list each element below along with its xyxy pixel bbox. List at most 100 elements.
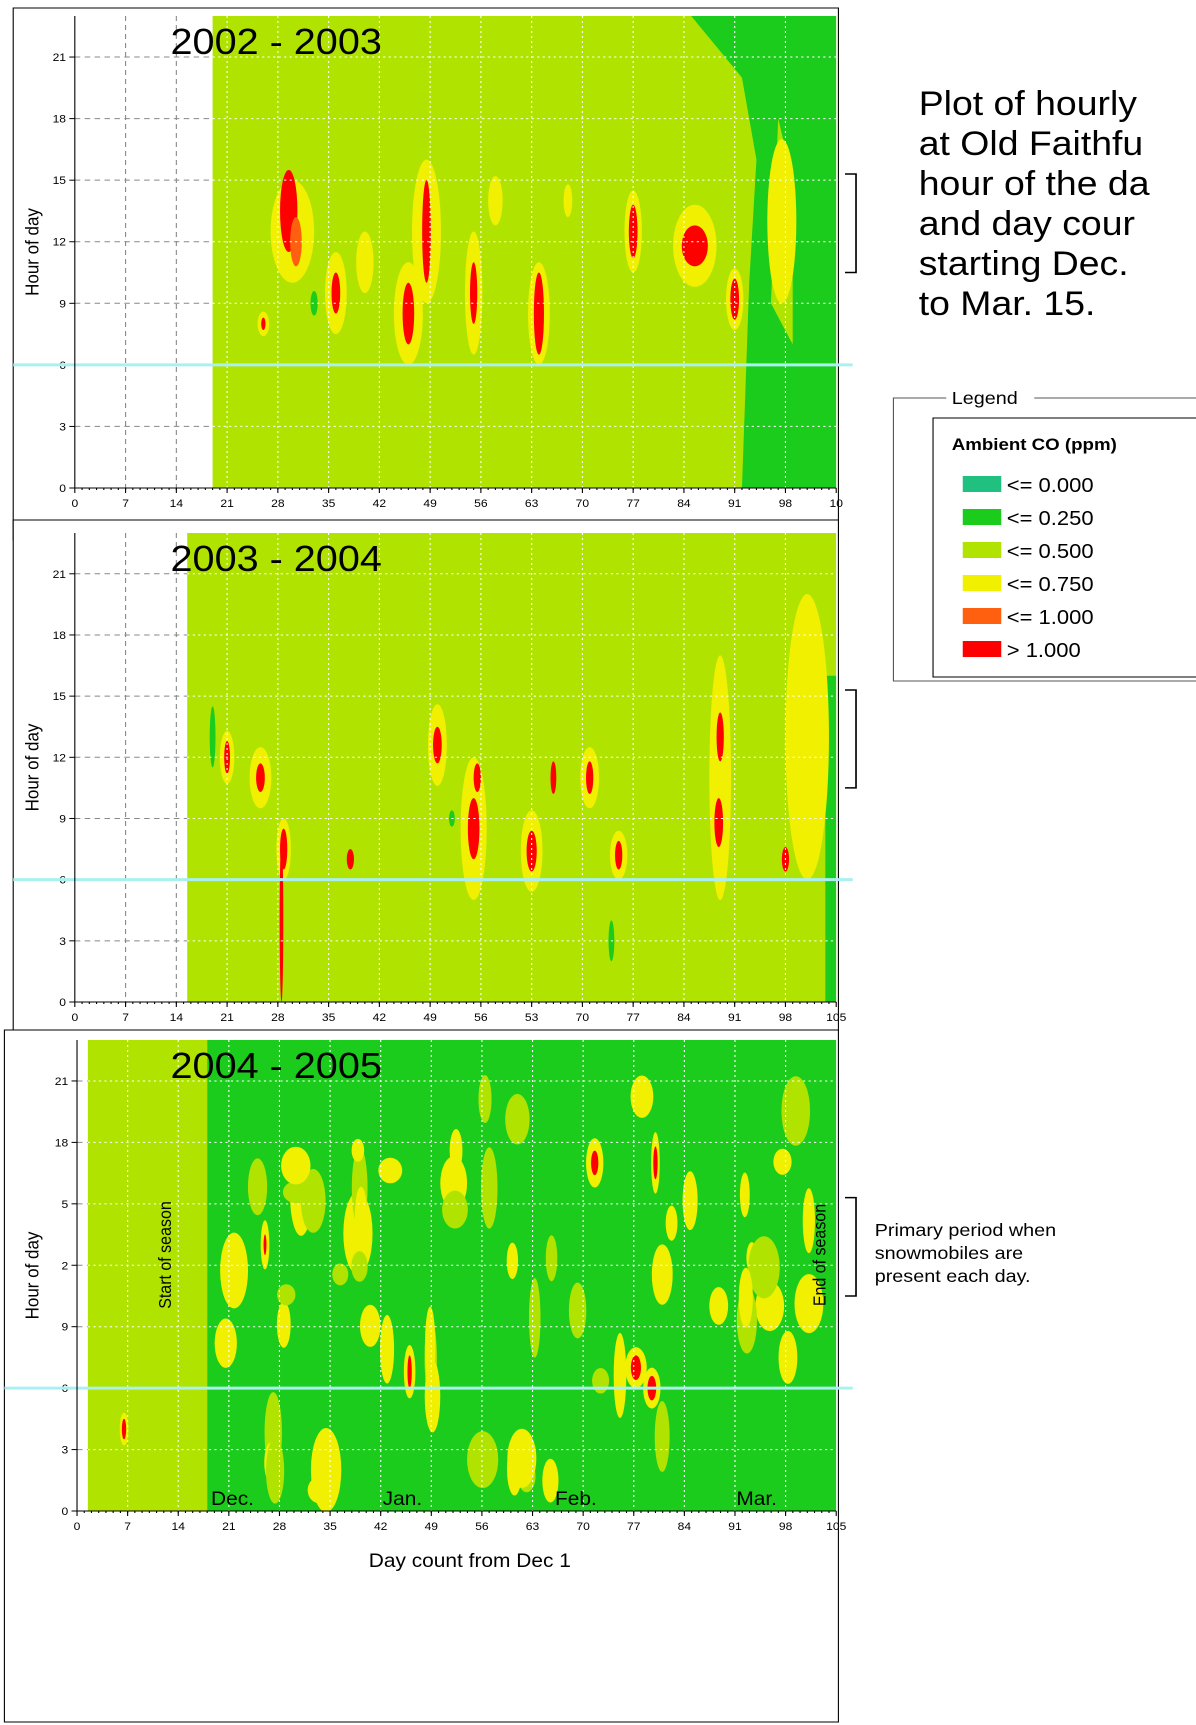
legend-subtitle: Ambient CO (ppm) xyxy=(952,435,1117,454)
contour-patch xyxy=(470,262,478,324)
region xyxy=(212,16,837,488)
plot-area xyxy=(74,16,837,488)
contour-patch xyxy=(424,1306,436,1388)
region xyxy=(187,533,837,1002)
x-tick-label: 0 xyxy=(71,1012,78,1023)
contour-patch xyxy=(730,278,740,320)
bracket xyxy=(845,1196,857,1297)
y-axis-label: Hour of day xyxy=(22,1232,43,1320)
description-line: starting Dec. xyxy=(919,245,1129,283)
month-label: Dec. xyxy=(211,1489,254,1510)
x-tick-label: 77 xyxy=(626,498,639,509)
contour-patch xyxy=(550,761,557,795)
contour-patch xyxy=(654,1401,670,1472)
contour-patch xyxy=(310,290,318,316)
contour-patch xyxy=(592,1368,610,1394)
x-tick-label: 42 xyxy=(373,498,386,509)
x-tick-label: 14 xyxy=(172,1521,186,1532)
x-tick-label: 35 xyxy=(322,498,335,509)
heatmap-panel: 0714212835424956637077849198100369121518… xyxy=(12,7,857,541)
y-axis-label: Hour of day xyxy=(22,724,43,812)
month-label: Jan. xyxy=(383,1489,423,1510)
legend-label: <= 0.000 xyxy=(1007,475,1094,497)
x-tick-label: 42 xyxy=(373,1012,386,1023)
contour-patch xyxy=(709,655,732,901)
x-tick-label: 10 xyxy=(829,498,842,509)
y-tick-label: 9 xyxy=(61,1322,68,1333)
contour-patch xyxy=(739,1172,750,1218)
panel-title: 2003 - 2004 xyxy=(171,540,382,580)
x-tick-label: 91 xyxy=(728,498,741,509)
legend-label: > 1.000 xyxy=(1007,640,1081,662)
contour-patch xyxy=(563,184,573,218)
x-tick-label: 28 xyxy=(271,498,284,509)
contour-patch xyxy=(276,1301,291,1348)
plot-area xyxy=(74,533,837,1002)
season-label: Start of season xyxy=(155,1201,175,1309)
bracket xyxy=(845,173,857,274)
contour-patch xyxy=(351,1138,365,1162)
x-tick-label: 7 xyxy=(122,1012,129,1023)
contour-patch xyxy=(481,1147,498,1229)
x-tick-label: 49 xyxy=(425,1521,438,1532)
contour-patch xyxy=(778,1330,798,1384)
y-tick-label: 18 xyxy=(53,114,66,125)
heatmap-panel: 0714212835424956637077849198105036925182… xyxy=(3,1029,857,1723)
region xyxy=(74,533,188,1002)
contour-patch xyxy=(591,1150,599,1176)
y-tick-label: 2 xyxy=(61,1261,68,1272)
x-tick-label: 91 xyxy=(728,1012,741,1023)
contour-patch xyxy=(214,1318,237,1368)
contour-patch xyxy=(442,1190,468,1229)
contour-patch xyxy=(277,1284,296,1306)
x-tick-label: 105 xyxy=(826,1521,846,1532)
x-tick-label: 28 xyxy=(273,1521,286,1532)
x-axis-label: Day count from Dec 1 xyxy=(369,1551,571,1572)
contour-patch xyxy=(529,1278,541,1358)
contour-patch xyxy=(505,1094,530,1145)
contour-patch xyxy=(802,1188,815,1254)
panel-title: 2002 - 2003 xyxy=(171,23,382,63)
region xyxy=(74,16,213,488)
x-tick-label: 70 xyxy=(576,1521,589,1532)
contour-patch xyxy=(781,1076,811,1146)
panel-title: 2004 - 2005 xyxy=(171,1047,382,1087)
contour-patch xyxy=(310,1428,342,1511)
description-line: to Mar. 15. xyxy=(919,285,1096,323)
contour-patch xyxy=(247,1158,268,1216)
contour-patch xyxy=(300,1169,326,1233)
x-tick-label: 56 xyxy=(475,1521,488,1532)
x-tick-label: 105 xyxy=(826,1012,846,1023)
contour-patch xyxy=(785,594,829,880)
contour-patch xyxy=(354,1186,368,1244)
x-tick-label: 91 xyxy=(728,1521,741,1532)
x-tick-label: 63 xyxy=(525,498,538,509)
x-tick-label: 14 xyxy=(170,498,184,509)
legend-swatch xyxy=(962,542,1002,558)
contour-patch xyxy=(526,830,537,872)
x-tick-label: 84 xyxy=(677,498,691,509)
x-tick-label: 35 xyxy=(322,1012,335,1023)
contour-patch xyxy=(261,317,266,330)
y-tick-label: 18 xyxy=(53,630,66,641)
plot-area xyxy=(77,1040,837,1511)
x-tick-label: 70 xyxy=(576,1012,589,1023)
legend-swatch xyxy=(962,575,1002,591)
contour-patch xyxy=(586,761,594,795)
contour-patch xyxy=(506,1242,519,1280)
contour-patch xyxy=(488,176,503,226)
description-line: Plot of hourly xyxy=(919,85,1137,123)
contour-patch xyxy=(467,798,480,860)
contour-patch xyxy=(794,1274,824,1334)
contour-patch xyxy=(714,798,724,848)
contour-patch xyxy=(351,1251,368,1282)
contour-patch xyxy=(507,1428,537,1488)
x-tick-label: 98 xyxy=(779,1012,792,1023)
bracket xyxy=(845,689,857,789)
x-tick-label: 7 xyxy=(124,1521,131,1532)
x-tick-label: 49 xyxy=(423,498,436,509)
contour-patch xyxy=(359,1304,381,1347)
x-tick-label: 42 xyxy=(374,1521,387,1532)
